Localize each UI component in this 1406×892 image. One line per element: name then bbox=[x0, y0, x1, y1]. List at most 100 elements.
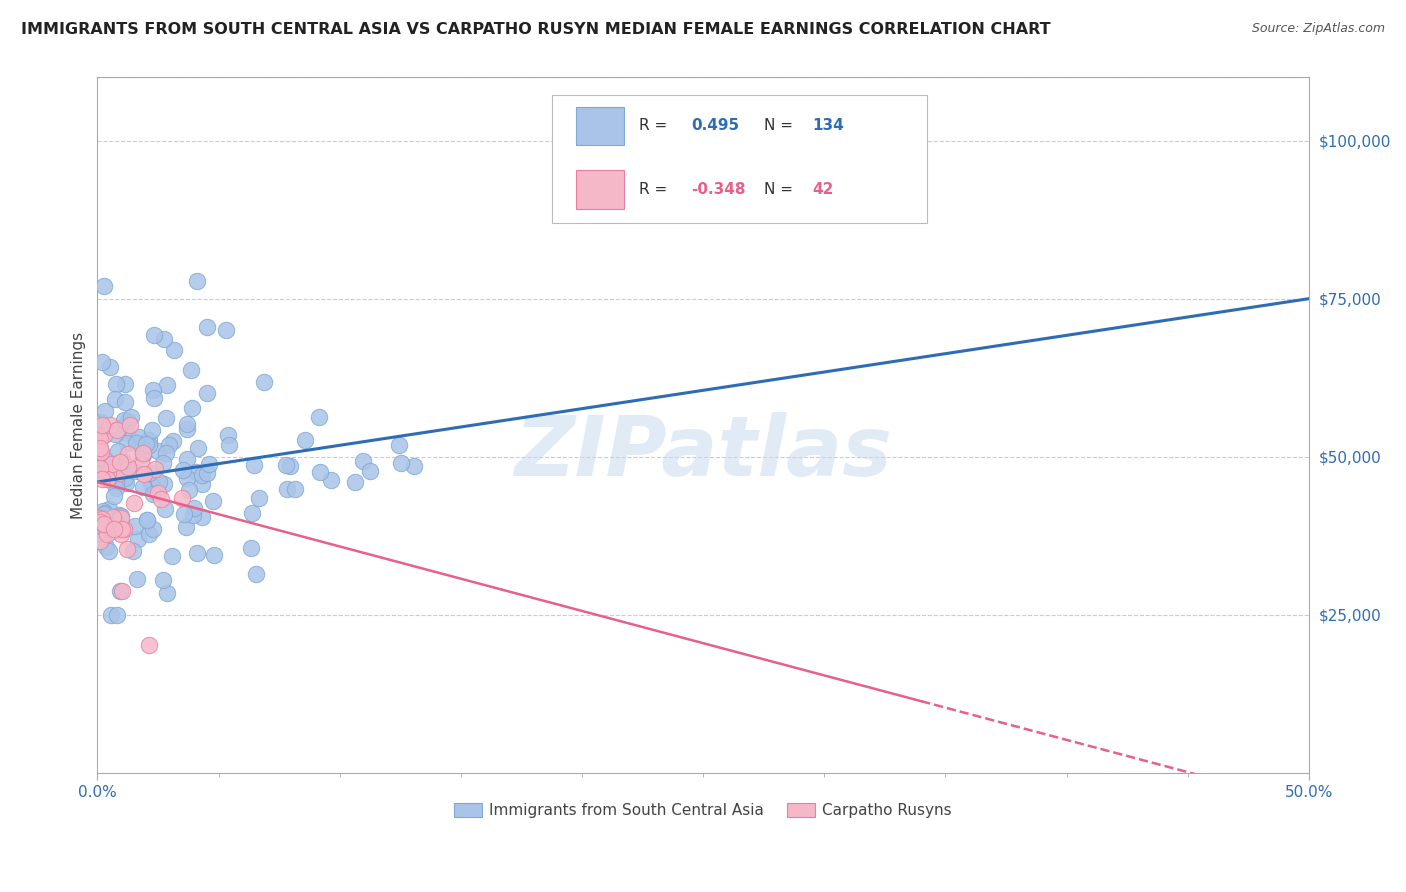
Point bbox=[142, 487, 165, 501]
Legend: Immigrants from South Central Asia, Carpatho Rusyns: Immigrants from South Central Asia, Carp… bbox=[449, 797, 957, 824]
Point bbox=[243, 458, 266, 472]
Bar bbox=[576, 106, 624, 145]
Point bbox=[131, 439, 153, 453]
Point bbox=[94, 506, 117, 520]
Text: N =: N = bbox=[763, 118, 797, 133]
Point bbox=[141, 423, 163, 437]
Point bbox=[110, 527, 132, 541]
Point bbox=[97, 502, 120, 516]
Point bbox=[96, 527, 118, 541]
Point bbox=[180, 363, 202, 377]
Point bbox=[91, 512, 114, 526]
Point bbox=[90, 522, 112, 536]
Point bbox=[111, 522, 134, 536]
Point bbox=[107, 444, 129, 458]
Point bbox=[101, 457, 124, 471]
Point bbox=[176, 417, 198, 431]
Point bbox=[108, 421, 131, 435]
Point bbox=[94, 404, 117, 418]
Point bbox=[114, 467, 136, 481]
Point bbox=[139, 477, 162, 491]
Point bbox=[402, 458, 425, 473]
Point bbox=[104, 392, 127, 407]
Point bbox=[89, 441, 111, 455]
Point bbox=[155, 378, 177, 392]
Point bbox=[202, 548, 225, 562]
Point bbox=[138, 438, 160, 452]
Point bbox=[91, 425, 114, 440]
Point bbox=[125, 435, 148, 450]
Point bbox=[145, 462, 167, 476]
Point bbox=[190, 477, 212, 491]
Point bbox=[197, 457, 219, 471]
Point bbox=[215, 323, 238, 337]
Point bbox=[93, 509, 115, 524]
Point bbox=[93, 427, 115, 442]
Point bbox=[142, 384, 165, 398]
Point bbox=[131, 480, 153, 494]
Text: Source: ZipAtlas.com: Source: ZipAtlas.com bbox=[1251, 22, 1385, 36]
Point bbox=[93, 453, 115, 467]
Point bbox=[89, 527, 111, 541]
Point bbox=[276, 458, 298, 472]
Point bbox=[150, 491, 173, 506]
Point bbox=[120, 418, 142, 433]
Point bbox=[90, 445, 112, 459]
Point bbox=[93, 516, 115, 531]
Point bbox=[105, 424, 128, 438]
Point bbox=[176, 452, 198, 467]
Point bbox=[105, 523, 128, 537]
Point bbox=[135, 434, 157, 448]
Point bbox=[138, 527, 160, 541]
Point bbox=[195, 320, 218, 334]
Point bbox=[132, 448, 155, 462]
Point bbox=[117, 459, 139, 474]
Point bbox=[319, 473, 342, 487]
Point bbox=[138, 466, 160, 480]
Point bbox=[117, 414, 139, 428]
Point bbox=[108, 466, 131, 480]
Point bbox=[93, 507, 115, 521]
Point bbox=[120, 409, 142, 424]
Point bbox=[89, 432, 111, 446]
Point bbox=[98, 544, 121, 558]
Point bbox=[284, 482, 307, 496]
Point bbox=[91, 472, 114, 486]
Point bbox=[276, 482, 298, 496]
Point bbox=[142, 391, 165, 405]
Point bbox=[124, 464, 146, 478]
Point bbox=[89, 510, 111, 524]
Point bbox=[114, 476, 136, 491]
Point bbox=[186, 441, 208, 455]
Text: ZIPatlas: ZIPatlas bbox=[515, 412, 891, 493]
Point bbox=[359, 464, 381, 478]
Point bbox=[110, 510, 132, 524]
Point bbox=[162, 434, 184, 448]
Point bbox=[115, 425, 138, 440]
Point bbox=[142, 522, 165, 536]
Text: 0.495: 0.495 bbox=[690, 118, 740, 133]
Point bbox=[247, 491, 270, 506]
Point bbox=[114, 394, 136, 409]
Point bbox=[93, 278, 115, 293]
Point bbox=[155, 501, 177, 516]
Point bbox=[111, 584, 134, 599]
Point bbox=[135, 513, 157, 527]
Point bbox=[186, 546, 208, 560]
Point bbox=[174, 519, 197, 533]
Point bbox=[148, 486, 170, 500]
Point bbox=[101, 524, 124, 538]
Point bbox=[308, 410, 330, 425]
Y-axis label: Median Female Earnings: Median Female Earnings bbox=[72, 332, 86, 518]
Text: -0.348: -0.348 bbox=[690, 182, 745, 197]
Point bbox=[153, 476, 176, 491]
Point bbox=[105, 422, 128, 436]
Point bbox=[111, 455, 134, 469]
Point bbox=[143, 328, 166, 343]
Point bbox=[240, 541, 263, 556]
Bar bbox=[576, 170, 624, 209]
Text: 134: 134 bbox=[813, 118, 844, 133]
Point bbox=[177, 483, 200, 498]
Point bbox=[195, 386, 218, 401]
Point bbox=[153, 332, 176, 346]
